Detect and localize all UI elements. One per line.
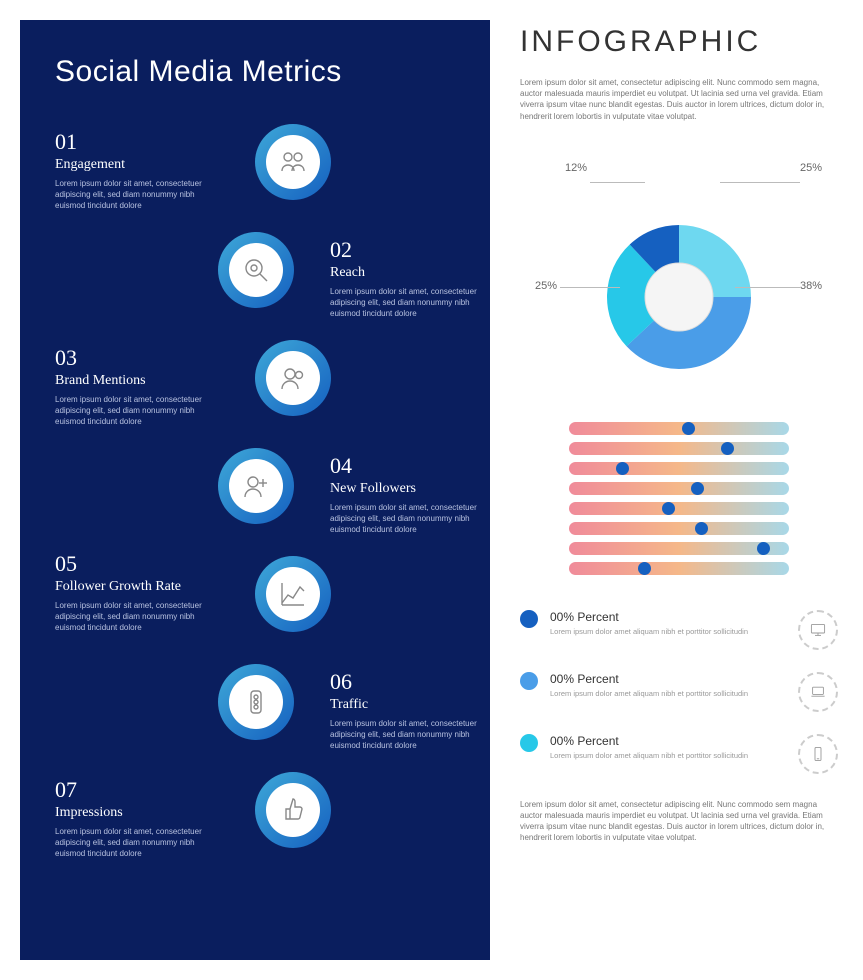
percent-title: 00% Percent xyxy=(550,672,783,686)
bar-row xyxy=(569,442,789,455)
right-footer: Lorem ipsum dolor sit amet, consectetur … xyxy=(520,799,838,844)
bar-row xyxy=(569,502,789,515)
users-icon xyxy=(278,363,308,393)
chain-connector xyxy=(252,204,282,234)
metric-1: 01 Engagement Lorem ipsum dolor sit amet, … xyxy=(55,129,205,211)
donut-label: 12% xyxy=(565,162,587,174)
metric-desc: Lorem ipsum dolor sit amet, consectetuer… xyxy=(55,395,205,427)
donut-leader xyxy=(590,182,645,183)
chain-connector xyxy=(252,636,282,666)
bar-row xyxy=(569,422,789,435)
bar-knob xyxy=(757,542,770,555)
right-intro: Lorem ipsum dolor sit amet, consectetur … xyxy=(520,77,838,122)
metric-title: Follower Growth Rate xyxy=(55,579,205,595)
metric-desc: Lorem ipsum dolor sit amet, consectetuer… xyxy=(330,503,480,535)
metric-number: 06 xyxy=(330,669,480,695)
bar-knob xyxy=(662,502,675,515)
bar-knob xyxy=(616,462,629,475)
metric-number: 05 xyxy=(55,551,205,577)
percent-dot xyxy=(520,672,538,690)
bar-knob xyxy=(682,422,695,435)
chain-connector xyxy=(252,528,282,558)
metric-node-6 xyxy=(218,664,294,740)
metric-desc: Lorem ipsum dolor sit amet, consectetuer… xyxy=(330,287,480,319)
donut-leader xyxy=(560,287,620,288)
donut-label: 25% xyxy=(800,162,822,174)
metric-number: 01 xyxy=(55,129,205,155)
metric-node-5 xyxy=(255,556,331,632)
metric-6: 06 Traffic Lorem ipsum dolor sit amet, con… xyxy=(330,669,480,751)
metric-node-4 xyxy=(218,448,294,524)
chart-icon xyxy=(278,579,308,609)
traffic-icon xyxy=(241,687,271,717)
metric-5: 05 Follower Growth Rate Lorem ipsum dolor … xyxy=(55,551,205,633)
metric-desc: Lorem ipsum dolor sit amet, consectetuer… xyxy=(55,601,205,633)
metric-title: Impressions xyxy=(55,805,205,821)
percent-item: 00% Percent Lorem ipsum dolor amet aliqua… xyxy=(520,672,838,712)
metric-node-1 xyxy=(255,124,331,200)
bar-knob xyxy=(691,482,704,495)
percent-desc: Lorem ipsum dolor amet aliquam nibh et p… xyxy=(550,627,783,637)
monitor-icon xyxy=(798,610,838,650)
metric-desc: Lorem ipsum dolor sit amet, consectetuer… xyxy=(330,719,480,751)
metrics-timeline: 01 Engagement Lorem ipsum dolor sit amet, … xyxy=(55,119,465,939)
donut-leader xyxy=(720,182,800,183)
metric-7: 07 Impressions Lorem ipsum dolor sit amet,… xyxy=(55,777,205,859)
bar-row xyxy=(569,482,789,495)
metric-desc: Lorem ipsum dolor sit amet, consectetuer… xyxy=(55,827,205,859)
left-panel: Social Media Metrics 01 Engagement Lorem i… xyxy=(20,20,490,960)
metric-number: 03 xyxy=(55,345,205,371)
chain-connector xyxy=(252,420,282,450)
percent-desc: Lorem ipsum dolor amet aliquam nibh et p… xyxy=(550,689,783,699)
bar-row xyxy=(569,522,789,535)
chain-connector xyxy=(252,312,282,342)
percent-desc: Lorem ipsum dolor amet aliquam nibh et p… xyxy=(550,751,783,761)
metric-number: 04 xyxy=(330,453,480,479)
metric-node-2 xyxy=(218,232,294,308)
donut-chart: 25% 38% 25% 12% xyxy=(520,152,838,392)
phone-icon xyxy=(798,734,838,774)
bar-knob xyxy=(638,562,651,575)
percent-dot xyxy=(520,734,538,752)
people-icon xyxy=(278,147,308,177)
metric-number: 07 xyxy=(55,777,205,803)
metric-title: New Followers xyxy=(330,481,480,497)
left-title: Social Media Metrics xyxy=(55,55,465,89)
bar-row xyxy=(569,462,789,475)
user-plus-icon xyxy=(241,471,271,501)
bar-row xyxy=(569,542,789,555)
bar-knob xyxy=(721,442,734,455)
percent-title: 00% Percent xyxy=(550,610,783,624)
donut-leader xyxy=(735,287,800,288)
chain-connector xyxy=(252,744,282,774)
metric-number: 02 xyxy=(330,237,480,263)
metric-title: Traffic xyxy=(330,697,480,713)
thumb-icon xyxy=(278,795,308,825)
percent-title: 00% Percent xyxy=(550,734,783,748)
metric-node-7 xyxy=(255,772,331,848)
percent-list: 00% Percent Lorem ipsum dolor amet aliqua… xyxy=(520,610,838,774)
metric-3: 03 Brand Mentions Lorem ipsum dolor sit am… xyxy=(55,345,205,427)
eye-search-icon xyxy=(241,255,271,285)
metric-title: Brand Mentions xyxy=(55,373,205,389)
percent-item: 00% Percent Lorem ipsum dolor amet aliqua… xyxy=(520,610,838,650)
donut-label: 38% xyxy=(800,280,822,292)
metric-title: Engagement xyxy=(55,157,205,173)
metric-4: 04 New Followers Lorem ipsum dolor sit ame… xyxy=(330,453,480,535)
laptop-icon xyxy=(798,672,838,712)
metric-node-3 xyxy=(255,340,331,416)
percent-item: 00% Percent Lorem ipsum dolor amet aliqua… xyxy=(520,734,838,774)
bar-row xyxy=(569,562,789,575)
bar-knob xyxy=(695,522,708,535)
donut-label: 25% xyxy=(535,280,557,292)
right-panel: INFOGRAPHIC Lorem ipsum dolor sit amet, … xyxy=(490,0,863,980)
metric-title: Reach xyxy=(330,265,480,281)
bar-chart xyxy=(569,422,789,575)
right-title: INFOGRAPHIC xyxy=(520,25,838,59)
metric-2: 02 Reach Lorem ipsum dolor sit amet, conse… xyxy=(330,237,480,319)
metric-desc: Lorem ipsum dolor sit amet, consectetuer… xyxy=(55,179,205,211)
percent-dot xyxy=(520,610,538,628)
